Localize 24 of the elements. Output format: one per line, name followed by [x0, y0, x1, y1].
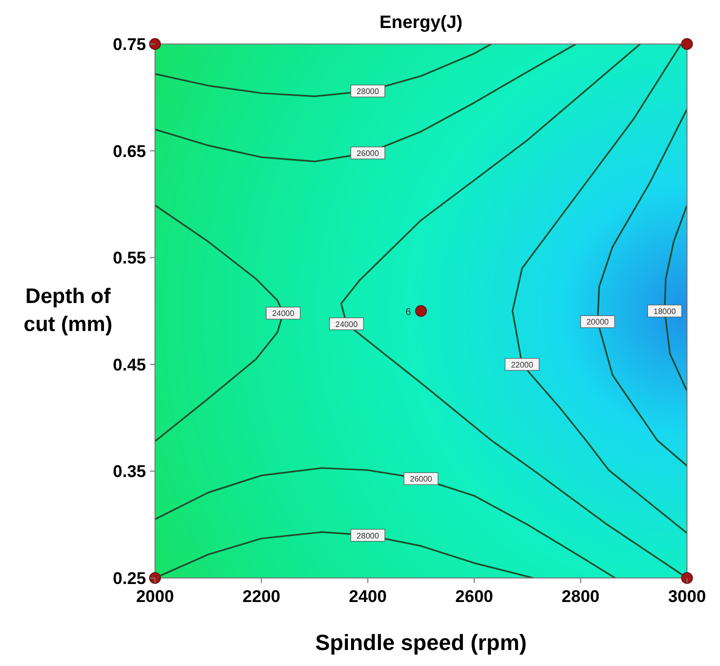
x-tick-label: 2800 — [562, 587, 600, 606]
y-tick-label: 0.35 — [112, 462, 146, 482]
y-tick-label: 0.25 — [112, 569, 146, 588]
line-series — [155, 467, 616, 578]
x-tick-label: 3000 — [668, 587, 706, 606]
x-tick-label: 2000 — [136, 587, 174, 606]
y-tick-label: 0.75 — [112, 35, 146, 54]
point — [149, 572, 161, 584]
x-tick-label: 2400 — [348, 587, 387, 606]
y-tick-label: 0.45 — [112, 355, 146, 374]
point — [415, 305, 427, 317]
y-tick-label: 0.65 — [112, 142, 146, 161]
x-tick-label: 2600 — [455, 587, 494, 606]
line-series — [155, 44, 577, 162]
line-series — [155, 44, 492, 98]
chart-title: Energy(J) — [379, 12, 463, 32]
point — [681, 572, 693, 584]
point — [681, 38, 693, 50]
annotation: 6 — [405, 307, 412, 318]
point — [149, 38, 161, 50]
x-tick-label: 2200 — [242, 587, 280, 606]
y-tick-label: 0.55 — [112, 248, 146, 268]
x-axis-title: Spindle speed (rpm) — [315, 630, 527, 655]
y-axis-title: Depth of cut (mm) — [24, 285, 112, 336]
